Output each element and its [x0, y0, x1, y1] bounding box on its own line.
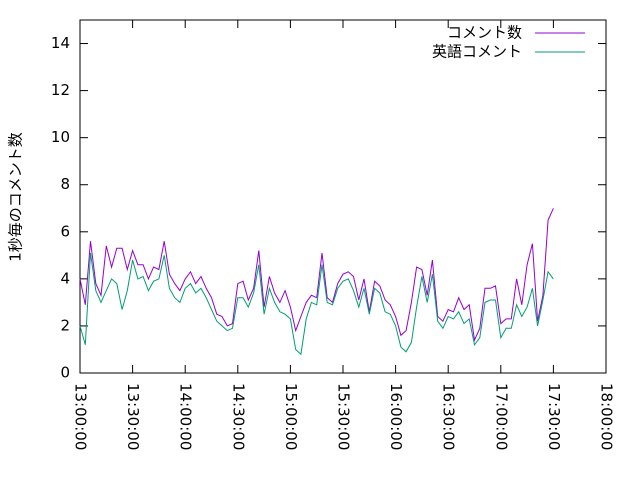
y-tick-label: 2: [60, 316, 70, 334]
x-tick-label: 16:30:00: [440, 383, 458, 450]
y-axis-label: 1秒毎のコメント数: [7, 132, 25, 262]
x-tick-label: 15:30:00: [335, 383, 353, 450]
x-tick-label: 14:30:00: [229, 383, 247, 450]
x-tick-label: 18:00:00: [598, 383, 616, 450]
legend-label: 英語コメント: [432, 43, 522, 61]
legend-label: コメント数: [447, 24, 522, 42]
x-tick-label: 17:30:00: [545, 383, 563, 450]
x-tick-label: 17:00:00: [492, 383, 510, 450]
y-tick-label: 14: [51, 34, 70, 52]
series-line: [79, 208, 554, 342]
y-tick-label: 10: [51, 128, 70, 146]
y-tick-label: 4: [60, 269, 70, 287]
series-line: [79, 252, 554, 356]
x-tick-label: 14:00:00: [177, 383, 195, 450]
x-tick-label: 13:00:00: [72, 383, 90, 450]
y-tick-label: 6: [60, 222, 70, 240]
plot-frame: [79, 19, 607, 374]
y-tick-label: 8: [60, 175, 70, 193]
y-tick-label: 12: [51, 81, 70, 99]
x-tick-label: 13:30:00: [124, 383, 142, 450]
y-tick-label: 0: [60, 364, 70, 382]
x-tick-label: 16:00:00: [387, 383, 405, 450]
x-tick-label: 15:00:00: [282, 383, 300, 450]
